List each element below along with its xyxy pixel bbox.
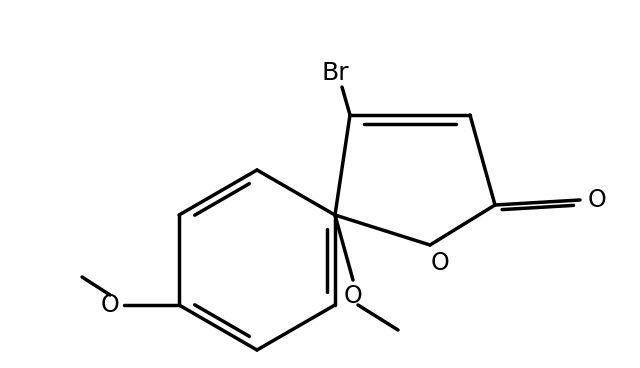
Text: O: O bbox=[588, 188, 606, 212]
Text: Br: Br bbox=[321, 61, 349, 85]
Text: O: O bbox=[100, 293, 120, 317]
Text: O: O bbox=[344, 284, 362, 308]
Text: O: O bbox=[431, 251, 449, 275]
